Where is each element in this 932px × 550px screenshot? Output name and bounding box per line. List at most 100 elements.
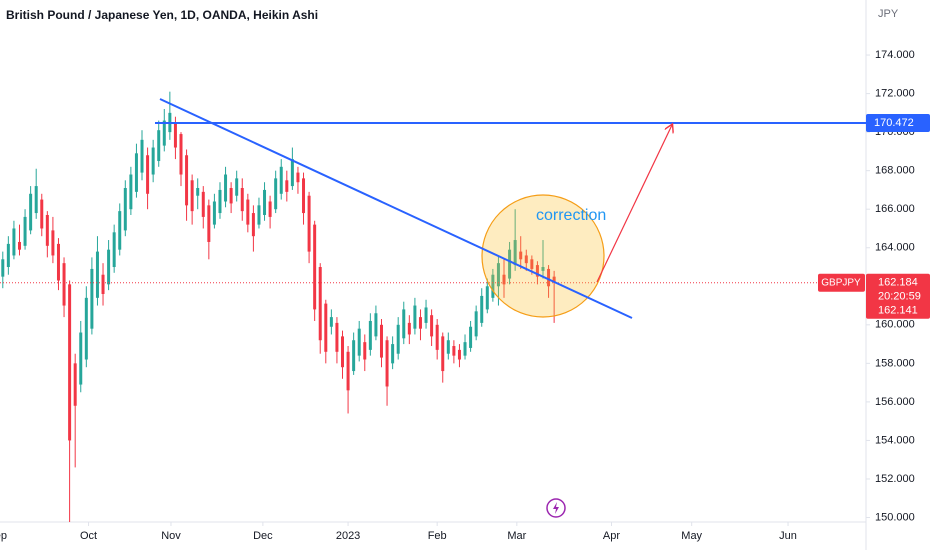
symbol-label: GBPJPY [821, 277, 861, 288]
event-bolt [553, 502, 559, 514]
candle-body [207, 205, 211, 242]
candle-body [173, 122, 177, 148]
candle-body [235, 178, 239, 196]
y-tick-label: 168.000 [875, 165, 915, 177]
candle-body [541, 267, 545, 271]
candle-body [535, 265, 539, 277]
candle-body [424, 307, 428, 323]
candle-body [324, 303, 328, 352]
candle-body [62, 263, 66, 306]
candle-body [107, 249, 111, 285]
y-tick-label: 158.000 [875, 357, 915, 369]
candle-body [112, 232, 116, 268]
x-tick-label: Dec [253, 530, 273, 542]
x-tick-label: Feb [428, 530, 447, 542]
candle-body [51, 230, 55, 256]
candle-body [413, 305, 417, 329]
x-tick-label: 2023 [336, 530, 360, 542]
candle-body [302, 178, 306, 214]
candle-body [95, 251, 99, 298]
drawings [159, 98, 672, 319]
candle-body [285, 180, 289, 192]
y-tick-label: 150.000 [875, 511, 915, 523]
candle-body [162, 120, 166, 146]
candle-body [385, 340, 389, 387]
x-tick-label: Sep [0, 530, 7, 542]
candle-body [363, 342, 367, 360]
x-tick-label: Apr [603, 530, 620, 542]
candle-body [402, 309, 406, 339]
last-price-label: 162.184 [878, 277, 918, 289]
candle-body [357, 328, 361, 356]
candle-body [118, 211, 122, 250]
candle-body [290, 159, 294, 187]
candle-body [185, 155, 189, 206]
y-tick-label: 172.000 [875, 87, 915, 99]
plot [0, 91, 866, 522]
candle-body [335, 322, 339, 352]
y-tick-label: 156.000 [875, 396, 915, 408]
candle-body [407, 322, 411, 335]
candle-body [179, 134, 183, 175]
x-tick-label: Mar [507, 530, 526, 542]
candle-body [40, 199, 44, 229]
candle-body [519, 251, 523, 260]
candle-body [29, 193, 33, 231]
price-box [866, 273, 930, 319]
candle-body [146, 155, 150, 194]
candle-body [441, 336, 445, 372]
y-tick-label: 154.000 [875, 434, 915, 446]
candle-body [56, 243, 60, 281]
candle-body [23, 216, 27, 246]
candle-body [469, 326, 473, 348]
candle-body [229, 188, 233, 204]
level-label-box [866, 114, 930, 133]
candle-body [552, 276, 556, 283]
candle-body [157, 130, 161, 162]
candle-body [34, 186, 38, 214]
highlight-circle [481, 194, 605, 318]
candle-body [296, 172, 300, 183]
candle-body [446, 340, 450, 354]
candle-body [218, 189, 222, 214]
candle-body [17, 241, 21, 250]
candle-body [374, 313, 378, 337]
candle-body [151, 147, 155, 175]
candle-body [240, 188, 244, 212]
candle-body [346, 351, 350, 391]
trendline [159, 98, 633, 319]
candle-body [68, 284, 72, 441]
candle-body [341, 336, 345, 368]
candle-body [430, 315, 434, 337]
candle-body [513, 240, 517, 266]
candle-body [530, 259, 534, 269]
candle-body [502, 274, 506, 285]
candle-body [524, 255, 528, 264]
candle-body [435, 324, 439, 350]
annotation-text: correction [536, 207, 606, 224]
candle-body [491, 274, 495, 298]
candle-body [123, 188, 127, 231]
y-tick-label: 164.000 [875, 242, 915, 254]
candle-body [313, 224, 317, 310]
candle-body [257, 205, 261, 225]
candle-body [368, 320, 372, 350]
candle-body [134, 153, 138, 192]
candle-body [268, 201, 272, 217]
candle-body [508, 249, 512, 279]
candle-body [279, 166, 283, 194]
candle-body [391, 344, 395, 364]
countdown-label: 20:20:59 [878, 291, 921, 303]
candle-body [251, 213, 255, 237]
projection-arrow [596, 125, 672, 283]
candle-body [224, 174, 228, 202]
candle-body [45, 214, 49, 246]
candle-body [73, 363, 77, 406]
candle-body [379, 324, 383, 358]
candle-body [474, 311, 478, 337]
symbol-box [818, 273, 865, 292]
candle-body [196, 188, 200, 196]
candle-body [485, 286, 489, 310]
